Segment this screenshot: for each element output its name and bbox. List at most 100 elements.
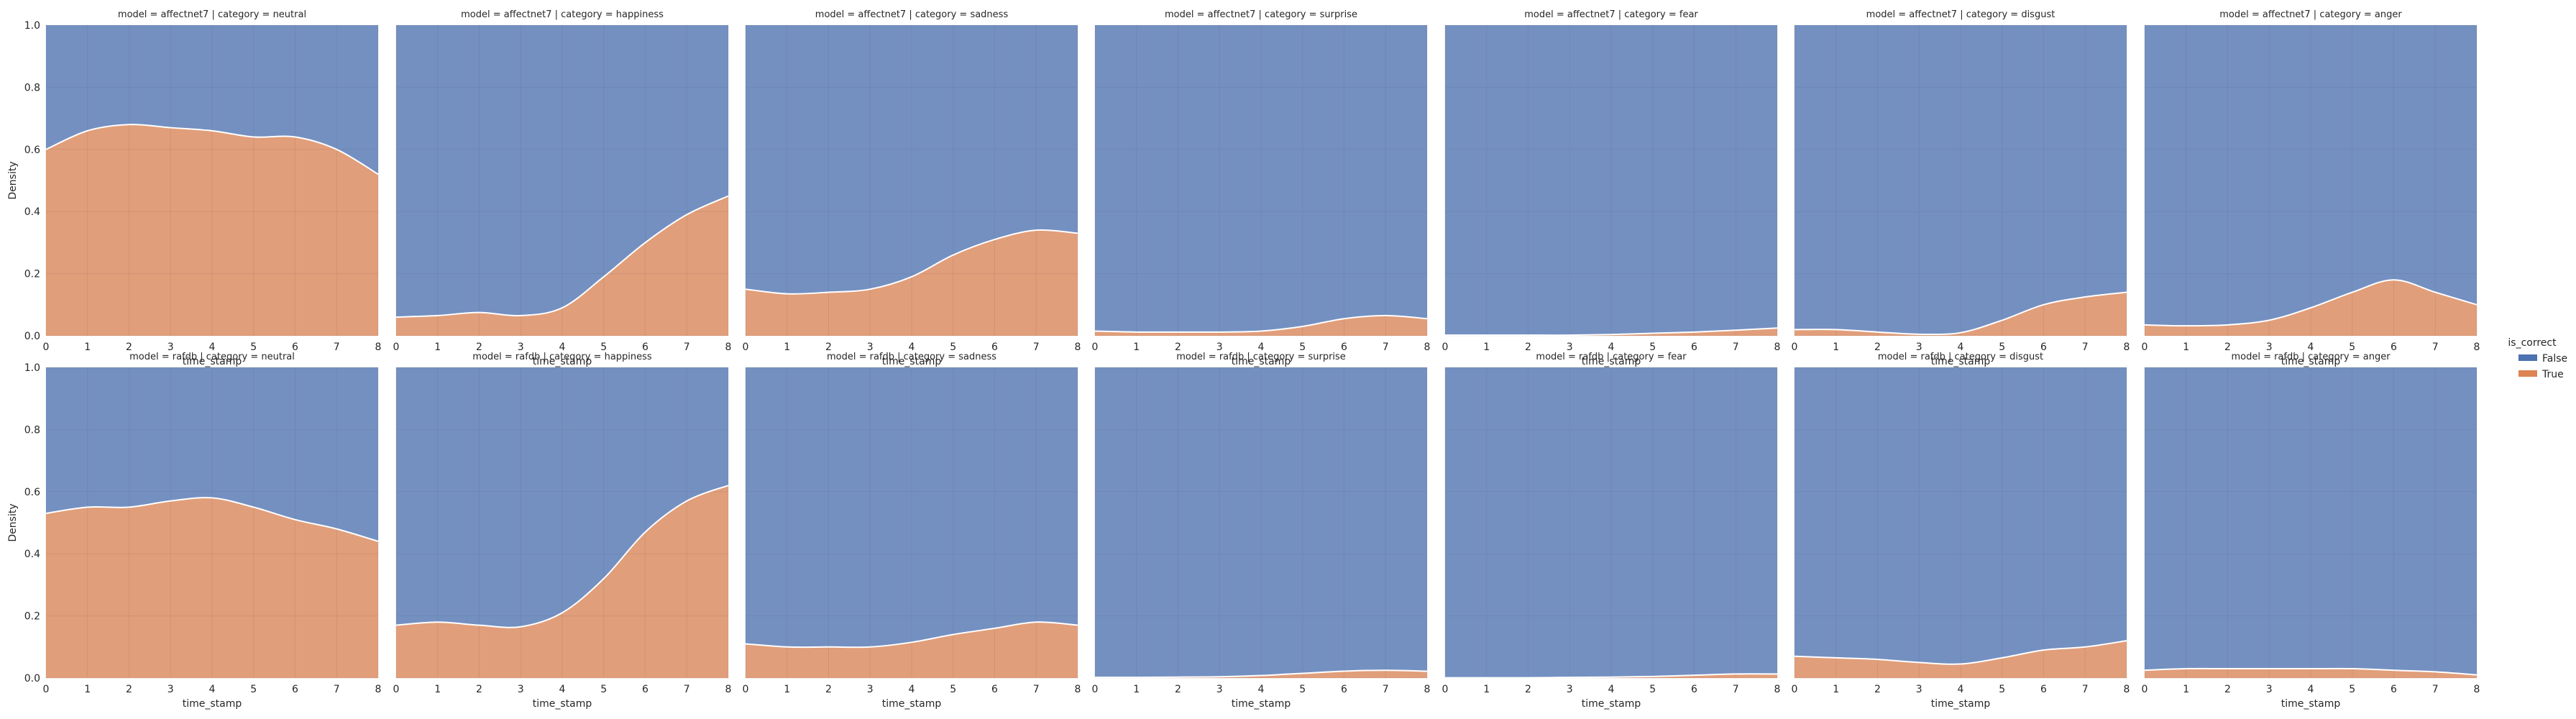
x-tick-label: 1	[1833, 684, 1839, 695]
x-tick-label: 4	[909, 684, 915, 695]
x-tick-label: 7	[1033, 684, 1040, 695]
legend-swatch-false	[2518, 354, 2537, 361]
panel-title: model = affectnet7 | category = surprise	[1165, 9, 1357, 20]
facet-panel: model = rafdb | category = happiness 0 1 2 3…	[393, 352, 732, 710]
panel-title: model = rafdb | category = anger	[2231, 352, 2391, 362]
x-tick-label: 4	[1258, 342, 1265, 353]
panel-title: model = rafdb | category = happiness	[472, 352, 652, 362]
x-tick-label: 2	[476, 342, 482, 353]
y-tick-label: 0.6	[24, 487, 40, 498]
legend-swatch-true	[2518, 370, 2537, 377]
legend: is_correct False True	[2508, 337, 2567, 380]
area-true	[1445, 674, 1777, 678]
x-tick-label: 8	[1075, 342, 1081, 353]
x-tick-label: 6	[642, 342, 648, 353]
x-tick-label: 7	[334, 684, 340, 695]
x-tick-label: 2	[1175, 684, 1181, 695]
facet-panel: model = rafdb | category = sadness 0 1 2 3 4 5…	[743, 352, 1081, 710]
x-axis-label: time_stamp	[2281, 356, 2341, 367]
x-tick-label: 0	[393, 342, 400, 353]
x-tick-label: 5	[2349, 684, 2355, 695]
y-tick-label: 0.0	[24, 673, 40, 684]
legend-item-false: False	[2518, 353, 2567, 365]
x-tick-label: 2	[476, 684, 482, 695]
y-tick-label: 0.0	[24, 331, 40, 342]
legend-label-true: True	[2541, 369, 2564, 380]
panel-title: model = rafdb | category = surprise	[1176, 352, 1346, 362]
area-false	[1795, 367, 2127, 664]
facet-panel: model = affectnet7 | category = fear 0 1 2 3…	[1442, 9, 1781, 367]
x-tick-label: 3	[1916, 684, 1922, 695]
x-tick-label: 8	[2124, 684, 2130, 695]
boundary-line	[1094, 314, 1428, 333]
x-tick-label: 5	[1649, 342, 1656, 353]
panel-grid: model = affectnet7 | category = neutral 0…	[7, 9, 2480, 710]
x-tick-label: 0	[1792, 684, 1798, 695]
facet-panel: model = affectnet7 | category = disgust 0…	[1792, 9, 2130, 367]
x-tick-label: 0	[1092, 684, 1099, 695]
x-tick-label: 7	[2432, 342, 2439, 353]
x-tick-label: 7	[684, 342, 690, 353]
area-false	[1795, 25, 2127, 335]
y-tick-label: 0.2	[24, 269, 40, 280]
boundary-line	[1794, 640, 2127, 665]
x-tick-label: 4	[559, 684, 566, 695]
boundary-line	[745, 621, 1078, 649]
x-tick-label: 8	[1424, 684, 1431, 695]
y-tick-label: 0.4	[24, 549, 40, 560]
x-tick-label: 0	[1442, 342, 1449, 353]
panel-title: model = affectnet7 | category = anger	[2219, 9, 2402, 20]
x-tick-label: 7	[1033, 342, 1040, 353]
boundary-line	[45, 124, 379, 175]
x-tick-label: 8	[2474, 342, 2480, 353]
x-tick-label: 2	[126, 684, 132, 695]
area-false	[1445, 25, 1777, 336]
x-tick-label: 5	[600, 342, 607, 353]
area-true	[1445, 328, 1777, 336]
x-axis-label: time_stamp	[882, 356, 942, 367]
x-tick-label: 7	[2082, 342, 2089, 353]
area-true	[1095, 315, 1427, 336]
x-tick-label: 0	[1442, 684, 1449, 695]
x-tick-label: 0	[2142, 342, 2148, 353]
x-tick-label: 6	[1341, 684, 1347, 695]
x-tick-label: 5	[1999, 684, 2005, 695]
x-tick-label: 5	[950, 342, 956, 353]
facet-panel: model = affectnet7 | category = happines…	[393, 9, 732, 367]
boundary-line	[1094, 669, 1428, 679]
boundary-line	[395, 195, 729, 319]
x-axis-label: time_stamp	[1582, 356, 1641, 367]
x-axis-label: time_stamp	[2281, 698, 2341, 710]
x-tick-label: 1	[1483, 342, 1490, 353]
x-tick-label: 5	[1299, 684, 1306, 695]
x-tick-label: 4	[209, 684, 216, 695]
facet-panel: model = rafdb | category = anger 0 1 2 3 4 5 6 7…	[2142, 352, 2480, 710]
x-tick-label: 8	[1424, 342, 1431, 353]
x-tick-label: 3	[1567, 342, 1573, 353]
x-tick-label: 5	[1299, 342, 1306, 353]
x-tick-label: 4	[2308, 342, 2314, 353]
panel-title: model = affectnet7 | category = happines…	[461, 9, 664, 20]
x-tick-label: 4	[1258, 684, 1265, 695]
area-true	[746, 622, 1078, 678]
area-true	[746, 229, 1078, 336]
x-tick-label: 4	[1608, 342, 1615, 353]
x-tick-label: 7	[1383, 684, 1389, 695]
x-axis-label: time_stamp	[1931, 356, 1991, 367]
x-tick-label: 2	[1525, 684, 1531, 695]
area-false	[746, 367, 1078, 648]
x-tick-label: 4	[559, 342, 566, 353]
x-tick-label: 5	[600, 684, 607, 695]
x-tick-label: 4	[909, 342, 915, 353]
x-tick-label: 6	[2391, 342, 2397, 353]
boundary-line	[2144, 667, 2478, 676]
x-tick-label: 4	[1958, 684, 1964, 695]
facet-panel: model = rafdb | category = disgust 0 1 2 3 4 5…	[1792, 352, 2130, 710]
x-axis-label: time_stamp	[1232, 698, 1291, 710]
x-tick-label: 3	[168, 684, 174, 695]
x-tick-label: 5	[250, 342, 257, 353]
area-false	[1445, 367, 1777, 678]
x-tick-label: 7	[1733, 684, 1739, 695]
boundary-line	[1794, 291, 2127, 336]
